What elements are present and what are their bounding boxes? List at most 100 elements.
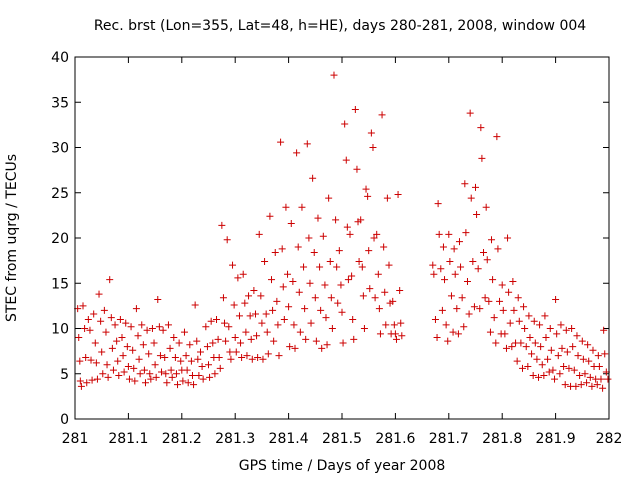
data-point — [284, 270, 292, 278]
data-point — [120, 368, 128, 376]
data-point — [257, 292, 265, 300]
chart-title: Rec. brst (Lon=355, Lat=48, h=HE), days … — [94, 18, 586, 34]
data-point — [526, 334, 534, 342]
data-point — [396, 286, 404, 294]
data-point — [584, 341, 592, 349]
y-tick-label: 0 — [60, 412, 69, 428]
data-point — [235, 312, 243, 320]
data-point — [522, 343, 530, 351]
data-point — [306, 279, 314, 287]
data-point — [83, 379, 91, 387]
data-point — [554, 352, 562, 360]
data-point — [438, 306, 446, 314]
data-point — [469, 258, 477, 266]
data-point — [295, 288, 303, 296]
data-point — [271, 248, 279, 256]
data-point — [570, 366, 578, 374]
data-point — [190, 381, 198, 389]
data-point — [583, 379, 591, 387]
data-point — [129, 346, 137, 354]
data-point — [273, 297, 281, 305]
data-point — [509, 277, 517, 285]
data-point — [86, 326, 94, 334]
data-point — [373, 230, 381, 238]
data-point — [348, 272, 356, 280]
data-point — [551, 375, 559, 383]
data-points — [74, 71, 612, 392]
data-point — [569, 343, 577, 351]
y-tick-label: 10 — [51, 322, 69, 338]
data-point — [576, 372, 584, 380]
data-point — [270, 337, 278, 345]
data-point — [496, 297, 504, 305]
data-point — [109, 366, 117, 374]
data-point — [594, 352, 602, 360]
data-point — [114, 357, 122, 365]
data-point — [463, 277, 471, 285]
data-point — [338, 308, 346, 316]
data-point — [301, 305, 309, 313]
data-point — [483, 256, 491, 264]
data-point — [125, 375, 133, 383]
data-point — [290, 321, 298, 329]
data-point — [434, 200, 442, 208]
data-point — [568, 325, 576, 332]
data-point — [254, 353, 262, 361]
data-point — [585, 357, 593, 365]
data-point — [103, 361, 111, 369]
data-point — [76, 377, 84, 385]
data-point — [572, 382, 580, 390]
data-point — [241, 299, 249, 307]
data-point — [502, 344, 510, 352]
data-point — [474, 265, 482, 273]
data-point — [524, 363, 532, 371]
data-point — [385, 261, 393, 269]
data-point — [357, 216, 365, 224]
data-point — [287, 220, 295, 228]
x-tick-label: 281.1 — [108, 431, 148, 447]
data-point — [91, 339, 99, 347]
data-point — [118, 334, 126, 342]
data-point — [148, 325, 156, 332]
data-point — [375, 305, 383, 313]
data-point — [229, 261, 237, 269]
data-point — [521, 325, 529, 332]
data-point — [245, 292, 253, 300]
data-point — [193, 337, 201, 345]
data-point — [285, 303, 293, 311]
data-point — [293, 149, 301, 157]
data-point — [552, 296, 560, 304]
data-point — [335, 247, 343, 255]
data-point — [442, 321, 450, 329]
y-tick-label: 5 — [60, 367, 69, 383]
data-point — [601, 350, 609, 358]
data-point — [493, 133, 501, 141]
data-point — [258, 319, 266, 327]
data-point — [122, 319, 130, 327]
data-point — [392, 335, 400, 343]
data-point — [132, 305, 140, 313]
data-point — [327, 294, 335, 302]
data-point — [199, 375, 207, 383]
data-point — [604, 375, 612, 383]
x-axis-label: GPS time / Days of year 2008 — [239, 458, 446, 474]
data-point — [341, 120, 349, 128]
data-point — [131, 377, 139, 385]
data-point — [151, 361, 159, 369]
y-tick-label: 20 — [51, 231, 69, 247]
data-point — [339, 339, 347, 347]
data-point — [154, 296, 162, 304]
data-point — [346, 230, 354, 238]
data-point — [174, 381, 182, 389]
data-point — [177, 357, 185, 365]
data-point — [213, 315, 221, 323]
data-point — [196, 348, 204, 356]
data-point — [533, 355, 541, 363]
data-point — [234, 274, 242, 282]
data-point — [514, 294, 522, 302]
data-point — [334, 299, 342, 307]
data-point — [549, 366, 557, 374]
data-point — [367, 129, 375, 137]
data-point — [458, 294, 466, 302]
data-point — [227, 355, 235, 363]
